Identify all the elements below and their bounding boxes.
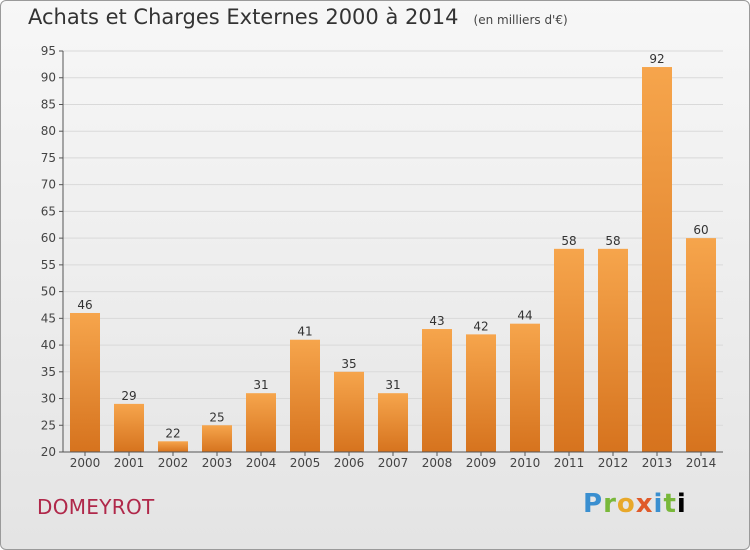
bar-2001 [114, 403, 144, 452]
chart-subtitle: (en milliers d'€) [473, 13, 568, 27]
x-tick-label: 2003 [202, 456, 233, 470]
data-label-2002: 22 [165, 426, 180, 440]
x-tick-label: 2004 [246, 456, 277, 470]
bar-2004 [246, 393, 276, 452]
y-tick-label: 45 [41, 311, 56, 325]
x-tick-label: 2012 [598, 456, 629, 470]
x-tick-label: 2001 [114, 456, 145, 470]
bar-2000 [70, 312, 100, 452]
y-tick-label: 60 [41, 231, 56, 245]
data-label-2003: 25 [209, 410, 224, 424]
chart-title: Achats et Charges Externes 2000 à 2014 [28, 5, 459, 29]
data-label-2009: 42 [473, 319, 488, 333]
y-tick-label: 95 [41, 44, 56, 58]
x-tick-label: 2011 [554, 456, 585, 470]
y-tick-label: 65 [41, 204, 56, 218]
bar-2011 [554, 248, 584, 452]
bar-2003 [202, 425, 232, 452]
y-tick-label: 30 [41, 392, 56, 406]
chart-title-block: Achats et Charges Externes 2000 à 2014 (… [28, 5, 568, 29]
x-tick-label: 2005 [290, 456, 321, 470]
x-tick-label: 2013 [642, 456, 673, 470]
y-tick-label: 20 [41, 445, 56, 459]
bar-2012 [598, 248, 628, 452]
bar-2014 [686, 238, 716, 452]
bar-2005 [290, 339, 320, 452]
x-tick-label: 2006 [334, 456, 365, 470]
data-label-2013: 92 [649, 52, 664, 66]
data-label-2004: 31 [253, 378, 268, 392]
x-tick-label: 2009 [466, 456, 497, 470]
data-label-2005: 41 [297, 325, 312, 339]
bar-2002 [158, 441, 188, 452]
x-tick-label: 2000 [70, 456, 101, 470]
data-label-2006: 35 [341, 357, 356, 371]
bar-2010 [510, 323, 540, 452]
bar-2007 [378, 393, 408, 452]
y-tick-label: 50 [41, 285, 56, 299]
commune-name: DOMEYROT [37, 495, 155, 519]
y-tick-label: 40 [41, 338, 56, 352]
y-tick-label: 90 [41, 71, 56, 85]
y-tick-label: 70 [41, 178, 56, 192]
bar-2008 [422, 329, 452, 452]
y-tick-label: 80 [41, 124, 56, 138]
y-tick-label: 85 [41, 97, 56, 111]
data-label-2010: 44 [517, 309, 532, 323]
x-tick-label: 2002 [158, 456, 189, 470]
data-label-2001: 29 [121, 389, 136, 403]
data-label-2007: 31 [385, 378, 400, 392]
bar-2013 [642, 67, 672, 452]
data-label-2011: 58 [561, 234, 576, 248]
bars [70, 67, 716, 452]
data-label-2008: 43 [429, 314, 444, 328]
proxiti-logo: Proxiti [583, 489, 687, 519]
bar-2009 [466, 334, 496, 452]
y-tick-label: 35 [41, 365, 56, 379]
y-tick-label: 25 [41, 418, 56, 432]
x-tick-label: 2008 [422, 456, 453, 470]
data-label-2014: 60 [693, 223, 708, 237]
bar-2006 [334, 371, 364, 452]
data-label-2000: 46 [77, 298, 92, 312]
data-labels: 46 29 22 25 31 41 35 31 43 42 44 58 58 92 60 [77, 52, 708, 440]
y-tick-label: 75 [41, 151, 56, 165]
axes: 20 25 30 35 40 45 50 55 60 65 70 75 80 85 90 95 2000 2001… [41, 44, 723, 470]
y-tick-label: 55 [41, 258, 56, 272]
data-label-2012: 58 [605, 234, 620, 248]
x-tick-label: 2010 [510, 456, 541, 470]
x-tick-label: 2014 [686, 456, 717, 470]
x-tick-label: 2007 [378, 456, 409, 470]
